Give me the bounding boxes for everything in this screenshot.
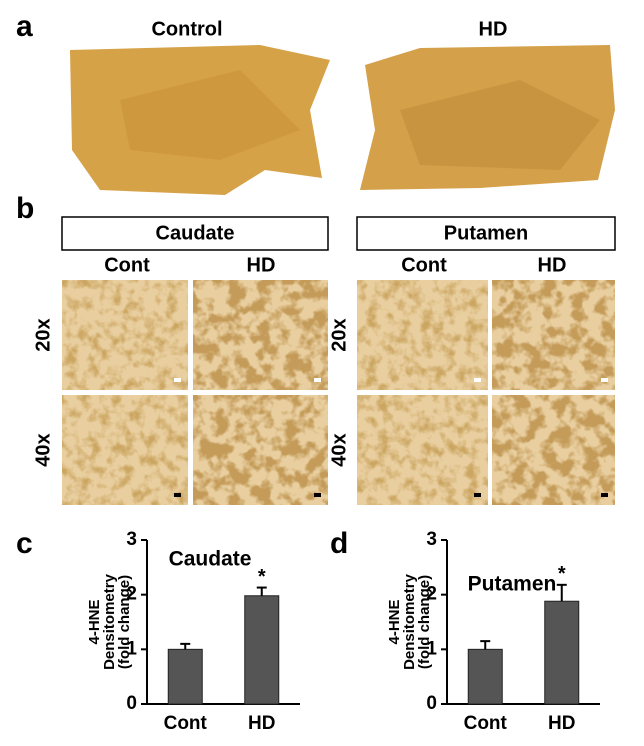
tissue-region [400, 80, 600, 170]
column-label: Cont [104, 254, 150, 276]
bar [244, 595, 280, 705]
scale-bar [474, 378, 481, 382]
row-label: 40x [328, 433, 350, 466]
column-label: HD [538, 254, 567, 276]
row-label: 20x [328, 318, 350, 351]
panel-label: a [16, 10, 33, 43]
significance: * [558, 563, 566, 585]
y-tick-label: 0 [126, 693, 137, 714]
y-tick-label: 3 [126, 529, 137, 550]
micrograph-texture [492, 395, 615, 505]
row-label: 20x [32, 318, 54, 351]
chart-title: Caudate [169, 548, 252, 571]
panel-label: c [16, 527, 33, 560]
scale-bar [474, 493, 481, 497]
scale-bar [314, 493, 321, 497]
region-box [356, 216, 616, 251]
panel-label: d [330, 527, 348, 560]
micrograph-texture [492, 280, 615, 390]
micrograph-texture [62, 280, 188, 390]
micrograph-texture [193, 395, 328, 505]
y-tick-label: 3 [426, 529, 437, 550]
column-label: HD [479, 18, 508, 40]
bar [467, 648, 503, 705]
scale-bar [174, 378, 181, 382]
y-tick-label: 2 [126, 584, 137, 605]
column-label: Control [151, 18, 222, 40]
chart-title: Putamen [468, 573, 557, 596]
micrograph-texture [193, 280, 328, 390]
micrograph-texture [62, 395, 188, 505]
y-axis-label: Densitometry [401, 573, 418, 670]
region-box [61, 216, 329, 251]
bar [167, 648, 203, 705]
y-axis-label: 4-HNE [86, 599, 103, 644]
scale-bar [174, 493, 181, 497]
y-tick-label: 2 [426, 584, 437, 605]
x-tick-label: Cont [464, 713, 508, 734]
y-axis-label: (fold change) [116, 575, 133, 669]
bar [544, 600, 580, 705]
y-axis-label: Densitometry [101, 573, 118, 670]
panel-label: b [16, 192, 34, 225]
y-axis-label: 4-HNE [386, 599, 403, 644]
x-tick-label: Cont [164, 713, 208, 734]
scale-bar [601, 493, 608, 497]
region-label: Caudate [156, 222, 235, 244]
column-label: Cont [401, 254, 447, 276]
y-tick-label: 1 [126, 638, 137, 659]
y-tick-label: 1 [426, 638, 437, 659]
x-tick-label: HD [548, 713, 575, 734]
x-tick-label: HD [248, 713, 275, 734]
region-label: Putamen [444, 222, 528, 244]
tissue-region [120, 70, 300, 160]
significance: * [258, 566, 266, 588]
micrograph-texture [357, 280, 488, 390]
y-tick-label: 0 [426, 693, 437, 714]
row-label: 40x [32, 433, 54, 466]
scale-bar [314, 378, 321, 382]
micrographs [62, 280, 615, 505]
scale-bar [601, 378, 608, 382]
column-label: HD [247, 254, 276, 276]
y-axis-label: (fold change) [416, 575, 433, 669]
micrograph-texture [357, 395, 488, 505]
